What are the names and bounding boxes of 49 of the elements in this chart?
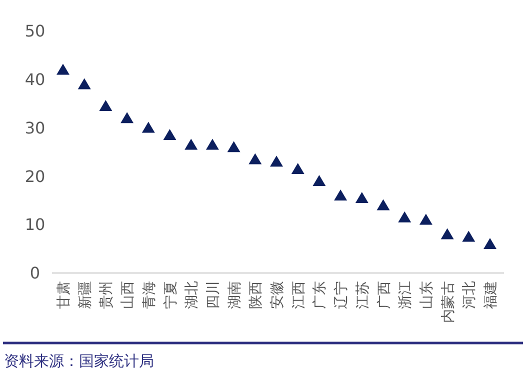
x-tick-label: 山西 <box>120 281 136 309</box>
point <box>142 122 155 133</box>
x-tick-label: 陕西 <box>248 281 264 309</box>
point <box>398 211 412 222</box>
x-tick-label: 广东 <box>312 281 328 309</box>
point <box>99 100 112 112</box>
x-tick-label: 甘肃 <box>56 281 72 309</box>
x-tick-label: 贵州 <box>98 281 115 309</box>
y-tick-label: 30 <box>24 118 46 138</box>
y-tick-label: 20 <box>24 166 46 186</box>
point <box>163 129 176 140</box>
x-tick-label: 江西 <box>290 281 307 309</box>
point <box>484 238 496 249</box>
x-tick-label: 浙江 <box>398 281 414 309</box>
x-tick-label: 河北 <box>462 281 478 309</box>
point <box>248 153 262 164</box>
x-tick-label: 湖南 <box>226 281 243 309</box>
y-tick-label: 50 <box>24 22 46 41</box>
point <box>120 112 134 124</box>
x-tick-label: 辽宁 <box>334 281 350 309</box>
point <box>440 228 454 240</box>
point <box>184 138 198 150</box>
point <box>78 78 91 90</box>
y-tick-label: 40 <box>24 70 46 89</box>
point <box>334 190 348 201</box>
point <box>355 192 368 203</box>
x-tick-label: 宁夏 <box>162 281 179 309</box>
text: 资料来源：国家统计局 <box>4 352 154 370</box>
point <box>291 162 304 174</box>
point <box>376 199 390 210</box>
x-tick-label: 江苏 <box>354 281 371 309</box>
point <box>270 156 283 167</box>
x-tick-label: 山东 <box>418 281 435 309</box>
x-tick-label: 广西 <box>376 281 392 309</box>
point <box>227 141 240 152</box>
point <box>312 175 326 186</box>
x-tick-label: 安徽 <box>270 281 286 309</box>
point <box>56 64 70 75</box>
y-tick-label: 10 <box>24 215 46 234</box>
x-tick-label: 内蒙古 <box>440 281 456 323</box>
y-tick-label: 0 <box>30 264 40 283</box>
point <box>462 230 476 242</box>
x-tick-label: 四川 <box>205 281 222 309</box>
x-tick-label: 青海 <box>141 281 158 309</box>
x-tick-label: 福建 <box>483 281 499 309</box>
point <box>206 138 219 150</box>
x-tick-label: 新疆 <box>77 281 94 309</box>
point <box>419 214 432 225</box>
x-tick-label: 湖北 <box>184 281 200 309</box>
